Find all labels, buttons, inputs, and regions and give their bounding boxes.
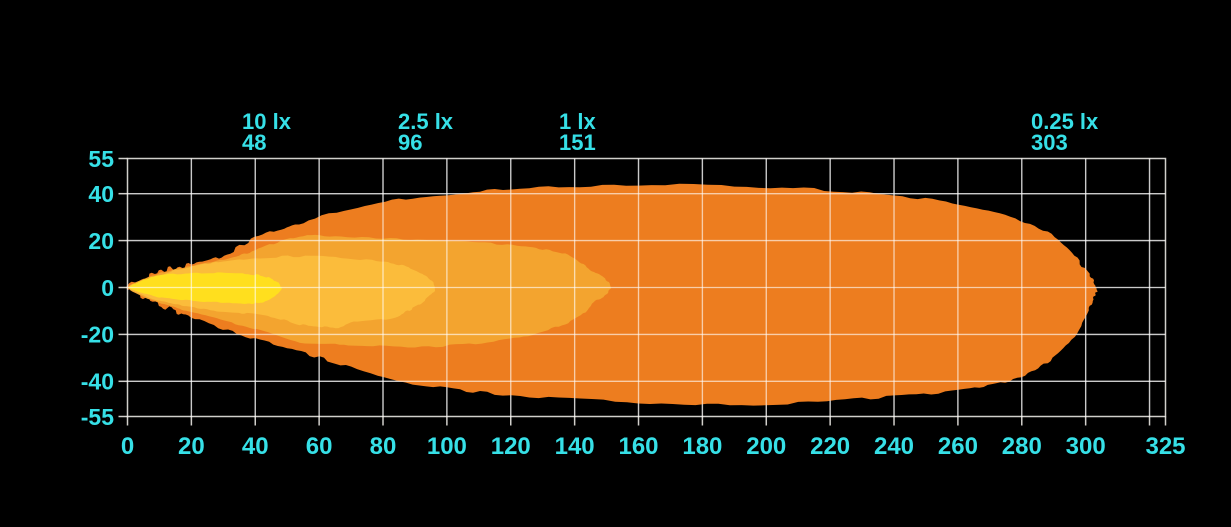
x-tick-label-40: 40 [242, 433, 269, 460]
annotation-illuminance: 1 lx [559, 109, 596, 134]
x-tick-label-220: 220 [810, 433, 850, 460]
y-tick-label--40: -40 [81, 369, 114, 395]
y-tick-label--55: -55 [81, 404, 114, 430]
annotation-illuminance: 10 lx [242, 109, 292, 134]
x-tick-label-325: 325 [1145, 433, 1185, 460]
x-tick-label-260: 260 [938, 433, 978, 460]
x-tick-label-0: 0 [121, 433, 134, 460]
x-tick-labels: 0 20 40 60 80 100 120 140 160 180 200 220 240 260 280 3… [121, 433, 1186, 460]
y-tick-label-20: 20 [88, 228, 114, 254]
x-tick-label-280: 280 [1002, 433, 1042, 460]
x-tick-label-60: 60 [306, 433, 333, 460]
x-tick-label-240: 240 [874, 433, 914, 460]
x-tick-label-180: 180 [682, 433, 722, 460]
y-tick-label--20: -20 [81, 322, 114, 348]
annotation-distance: 151 [559, 130, 596, 155]
x-tick-label-300: 300 [1066, 433, 1106, 460]
contour-areas [126, 183, 1098, 406]
annotation-distance: 96 [398, 130, 422, 155]
y-tick-label-55: 55 [88, 146, 114, 172]
gridlines-over [127, 158, 1166, 417]
y-tick-label-0: 0 [101, 275, 114, 301]
y-tick-labels: 55 40 20 0 -20 -40 -55 [81, 146, 114, 430]
axes-border [118, 157, 1167, 426]
x-tick-label-120: 120 [491, 433, 531, 460]
x-tick-label-80: 80 [370, 433, 397, 460]
x-tick-label-200: 200 [746, 433, 786, 460]
y-tick-label-40: 40 [88, 181, 114, 207]
x-tick-label-160: 160 [618, 433, 658, 460]
annotation-distance: 303 [1031, 130, 1068, 155]
x-tick-label-100: 100 [427, 433, 467, 460]
annotation-distance: 48 [242, 130, 266, 155]
contour-10-lx [128, 272, 283, 304]
x-tick-label-140: 140 [555, 433, 595, 460]
x-tick-label-20: 20 [178, 433, 205, 460]
annotation-illuminance: 0.25 lx [1031, 109, 1099, 134]
annotation-illuminance: 2.5 lx [398, 109, 454, 134]
